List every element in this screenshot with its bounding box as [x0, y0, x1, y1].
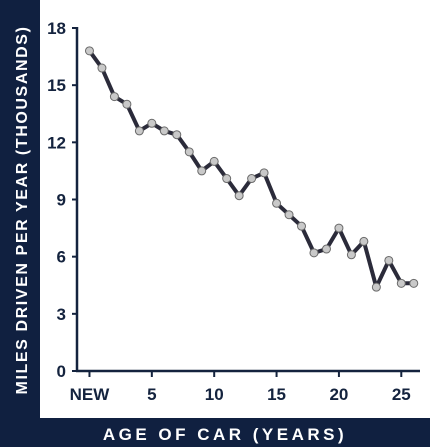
data-point — [396, 278, 406, 288]
data-point — [134, 126, 144, 136]
y-tick-label: 6 — [57, 248, 66, 267]
y-axis-label: MILES DRIVEN PER YEAR (THOUSANDS) — [14, 26, 31, 395]
data-point — [284, 210, 294, 220]
data-point — [272, 198, 282, 208]
y-tick-label: 12 — [47, 133, 66, 152]
series-line — [87, 49, 414, 290]
x-tick-label: 5 — [147, 385, 156, 404]
x-tick-label: 10 — [205, 385, 224, 404]
data-point — [147, 118, 157, 128]
data-point — [97, 63, 107, 73]
y-ticks: 0 3 6 9 12 15 18 — [47, 19, 77, 381]
y-tick-label: 9 — [57, 191, 66, 210]
data-point — [371, 282, 381, 292]
data-point — [334, 223, 344, 233]
data-point — [247, 174, 257, 184]
data-point — [109, 92, 119, 102]
data-points — [84, 46, 419, 292]
data-point — [222, 174, 232, 184]
data-point — [359, 236, 369, 246]
x-axis-label: AGE OF CAR (YEARS) — [103, 425, 347, 444]
data-point — [209, 156, 219, 166]
data-point — [259, 168, 269, 178]
y-tick-label: 18 — [47, 19, 66, 38]
data-point — [384, 255, 394, 265]
data-point — [297, 221, 307, 231]
data-point — [184, 147, 194, 157]
data-point — [234, 191, 244, 201]
x-tick-label: 25 — [392, 385, 411, 404]
data-point — [197, 166, 207, 176]
y-tick-label: 15 — [47, 76, 66, 95]
data-point — [122, 99, 132, 109]
data-point — [309, 248, 319, 258]
x-tick-label: NEW — [70, 385, 111, 404]
data-point — [172, 130, 182, 140]
y-tick-label: 3 — [57, 305, 66, 324]
data-point — [346, 250, 356, 260]
x-tick-label: 20 — [329, 385, 348, 404]
x-axis-band — [0, 418, 430, 447]
x-ticks: NEW 5 10 15 20 25 — [70, 371, 411, 404]
data-point — [321, 244, 331, 254]
data-point — [409, 278, 419, 288]
data-point — [159, 126, 169, 136]
y-axis-band — [0, 0, 40, 447]
x-tick-label: 15 — [267, 385, 286, 404]
data-point — [84, 46, 94, 56]
y-tick-label: 0 — [57, 362, 66, 381]
